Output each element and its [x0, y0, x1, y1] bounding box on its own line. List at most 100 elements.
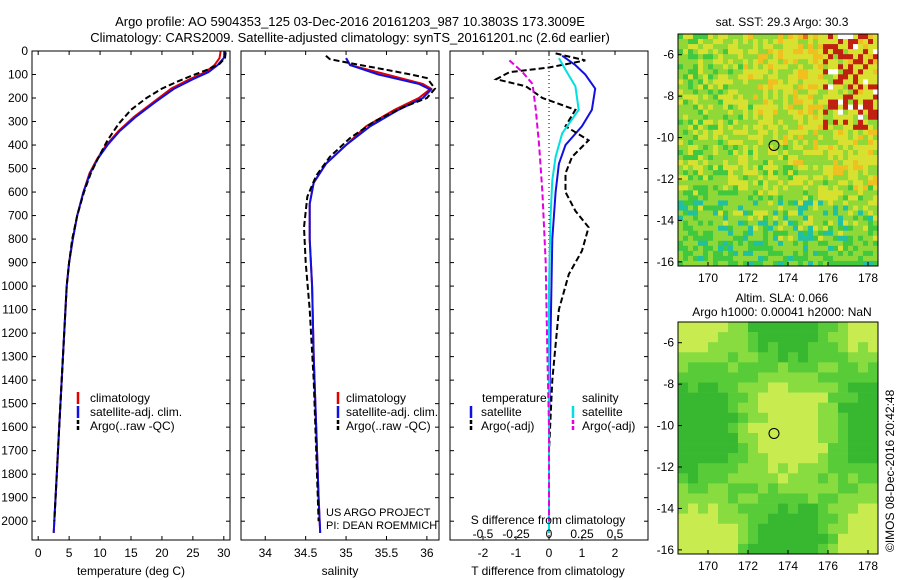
- map-cell: [723, 195, 729, 201]
- map-cell: [868, 210, 874, 216]
- map-cell: [728, 503, 739, 514]
- map-cell: [678, 119, 684, 126]
- map-cell: [818, 220, 824, 226]
- map-cell: [723, 119, 729, 126]
- map-cell: [698, 94, 704, 100]
- map-cell: [853, 139, 859, 146]
- map-cell: [718, 543, 729, 555]
- map-cell: [678, 89, 684, 95]
- map-cell: [693, 94, 699, 100]
- map-cell: [768, 119, 774, 126]
- series-line: [548, 54, 597, 533]
- y-tick-label: 400: [8, 138, 28, 152]
- map-cell: [728, 185, 734, 191]
- map-cell: [868, 260, 874, 267]
- map-cell: [708, 250, 714, 257]
- map-cell: [813, 175, 819, 181]
- map-cell: [708, 240, 714, 247]
- map-cell: [758, 144, 764, 151]
- map-y-tick-label: -6: [663, 48, 674, 62]
- map-cell: [868, 69, 874, 75]
- map-cell: [803, 230, 809, 237]
- map-cell: [788, 195, 794, 201]
- map-cell: [743, 240, 749, 247]
- map-cell: [828, 543, 839, 555]
- map-cell: [838, 382, 849, 393]
- map-cell: [758, 453, 769, 464]
- map-cell: [748, 255, 754, 262]
- map-cell: [683, 220, 689, 226]
- map-cell: [858, 144, 864, 151]
- map-cell: [768, 523, 779, 535]
- map-cell: [858, 170, 864, 176]
- map-cell: [848, 523, 859, 535]
- map-cell: [748, 443, 759, 454]
- map-cell: [778, 230, 784, 237]
- map-cell: [703, 114, 709, 121]
- map-cell: [708, 220, 714, 226]
- map-cell: [723, 74, 729, 80]
- map-cell: [803, 170, 809, 176]
- map-cell: [873, 255, 879, 262]
- map-cell: [813, 54, 819, 60]
- map-cell: [688, 503, 699, 514]
- map-cell: [853, 74, 859, 80]
- map-cell: [843, 129, 849, 136]
- map-cell: [788, 382, 799, 393]
- map-cell: [843, 210, 849, 216]
- map-cell: [788, 332, 799, 343]
- map-cell: [838, 205, 844, 211]
- map-cell: [768, 372, 779, 383]
- map-cell: [798, 463, 809, 474]
- map-cell: [778, 533, 789, 545]
- map-cell: [818, 170, 824, 176]
- map-cell: [858, 453, 869, 464]
- map-cell: [838, 322, 849, 333]
- map-cell: [833, 180, 839, 186]
- map-cell: [863, 59, 869, 65]
- map-cell: [733, 34, 739, 40]
- map-cell: [738, 352, 749, 363]
- map-cell: [733, 104, 739, 110]
- map-cell: [848, 463, 859, 474]
- map-cell: [803, 79, 809, 85]
- map-cell: [863, 34, 869, 40]
- map-cell: [788, 225, 794, 231]
- map-cell: [763, 74, 769, 80]
- map-cell: [823, 114, 829, 121]
- map-cell: [718, 134, 724, 141]
- map-cell: [758, 533, 769, 545]
- map-cell: [728, 170, 734, 176]
- map-cell: [833, 235, 839, 242]
- map-cell: [748, 94, 754, 100]
- map-cell: [853, 129, 859, 136]
- map-cell: [838, 54, 844, 60]
- map-cell: [723, 109, 729, 115]
- map-cell: [773, 94, 779, 100]
- map-cell: [708, 352, 719, 363]
- map-cell: [753, 64, 759, 70]
- map-cell: [813, 190, 819, 196]
- map-cell: [793, 200, 799, 206]
- map-cell: [778, 144, 784, 151]
- map-cell: [713, 34, 719, 40]
- map-cell: [783, 79, 789, 85]
- map-cell: [793, 139, 799, 146]
- map-cell: [693, 170, 699, 176]
- map-cell: [833, 69, 839, 75]
- map-cell: [738, 144, 744, 151]
- map-cell: [863, 255, 869, 262]
- map-cell: [868, 250, 874, 257]
- map-cell: [713, 210, 719, 216]
- map-cell: [853, 220, 859, 226]
- map-cell: [758, 119, 764, 126]
- map-cell: [778, 84, 784, 90]
- map-cell: [803, 165, 809, 171]
- map-cell: [828, 422, 839, 434]
- map-cell: [823, 139, 829, 146]
- map-cell: [828, 104, 834, 110]
- map-cell: [853, 99, 859, 105]
- map-cell: [748, 129, 754, 136]
- map-cell: [773, 205, 779, 211]
- map-cell: [708, 235, 714, 242]
